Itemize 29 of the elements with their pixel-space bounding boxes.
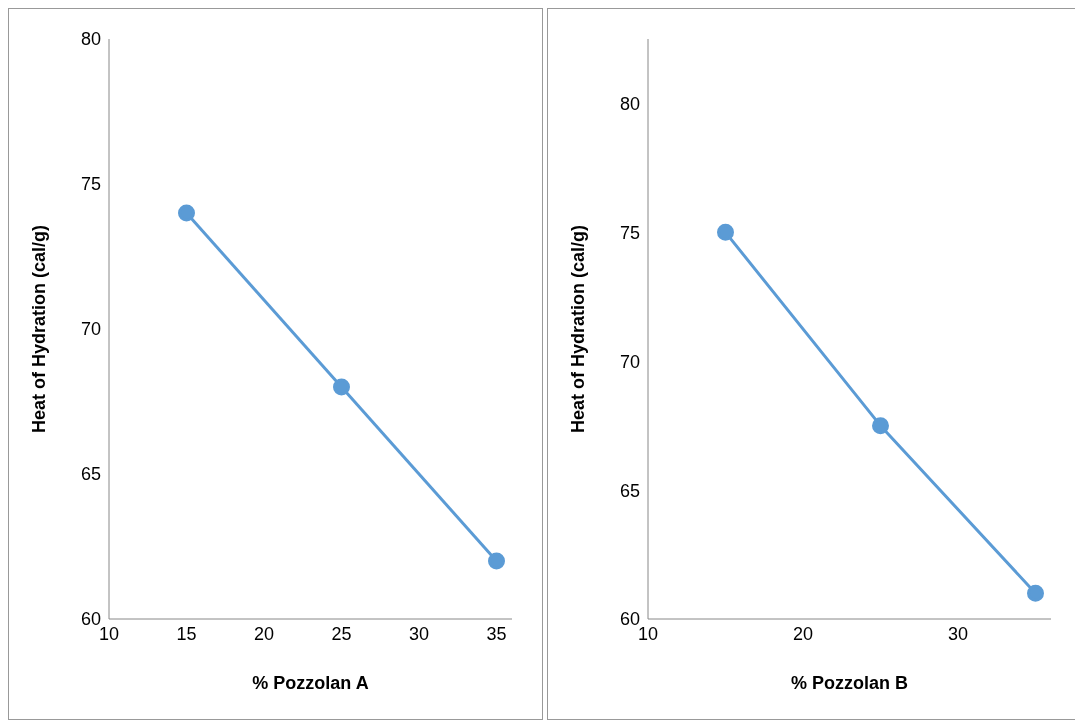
point [717, 223, 734, 241]
x-axis-title: % Pozzolan B [790, 673, 909, 693]
y-tick-label: 75 [80, 174, 101, 195]
x-tick-label: 10 [637, 623, 659, 644]
y-tick-label: 80 [80, 29, 101, 50]
y-tick-label: 70 [80, 319, 101, 340]
x-tick-label: 30 [408, 623, 430, 644]
x-tick-label: 15 [176, 623, 197, 644]
x-axis-title: % Pozzolan A [252, 673, 369, 693]
y-tick-label: 60 [80, 609, 101, 630]
point [872, 417, 889, 435]
x-tick-label: 10 [98, 623, 120, 644]
y-tick-label: 70 [619, 351, 640, 372]
point [178, 204, 195, 222]
y-tick-label: 80 [619, 93, 640, 114]
y-tick-label: 65 [80, 464, 101, 485]
y-tick-label: 60 [619, 609, 640, 630]
point [333, 378, 350, 396]
x-tick-label: 35 [486, 623, 507, 644]
point [1027, 584, 1044, 602]
y-axis-title: Heat of Hydration (cal/g) [29, 224, 50, 434]
x-tick-label: 25 [331, 623, 352, 644]
point [488, 552, 505, 570]
x-tick-label: 20 [792, 623, 814, 644]
y-tick-label: 65 [619, 480, 640, 501]
x-tick-label: 30 [947, 623, 969, 644]
y-tick-label: 75 [619, 222, 640, 243]
y-axis-title: Heat of Hydration (cal/g) [568, 224, 589, 434]
x-tick-label: 20 [253, 623, 275, 644]
